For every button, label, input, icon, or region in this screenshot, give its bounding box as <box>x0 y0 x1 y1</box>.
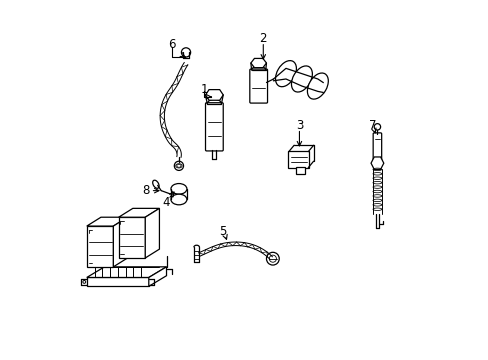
Polygon shape <box>148 267 166 286</box>
FancyBboxPatch shape <box>287 151 308 168</box>
Circle shape <box>269 255 276 262</box>
Polygon shape <box>113 217 127 267</box>
FancyBboxPatch shape <box>295 167 305 174</box>
FancyBboxPatch shape <box>249 69 267 103</box>
Text: 4: 4 <box>162 196 169 209</box>
Ellipse shape <box>307 73 327 99</box>
Text: 3: 3 <box>295 118 303 131</box>
Polygon shape <box>86 226 113 267</box>
Polygon shape <box>145 208 159 258</box>
Text: 7: 7 <box>368 118 376 131</box>
Text: 8: 8 <box>142 184 149 197</box>
Text: 2: 2 <box>259 32 266 45</box>
Ellipse shape <box>275 60 296 87</box>
Text: 6: 6 <box>168 38 176 51</box>
Polygon shape <box>86 278 148 286</box>
Text: 5: 5 <box>219 225 226 238</box>
Circle shape <box>82 280 85 283</box>
FancyBboxPatch shape <box>205 103 223 151</box>
Polygon shape <box>119 217 145 258</box>
Polygon shape <box>86 267 166 278</box>
Polygon shape <box>370 157 383 169</box>
Polygon shape <box>119 208 159 217</box>
Polygon shape <box>250 58 266 68</box>
Ellipse shape <box>171 184 186 194</box>
Polygon shape <box>205 90 223 100</box>
Ellipse shape <box>171 194 186 205</box>
Circle shape <box>266 252 279 265</box>
Circle shape <box>181 48 190 57</box>
Ellipse shape <box>152 180 159 188</box>
Text: 1: 1 <box>200 83 208 96</box>
FancyBboxPatch shape <box>372 133 381 162</box>
Circle shape <box>174 161 183 170</box>
Ellipse shape <box>291 66 312 92</box>
Polygon shape <box>86 217 127 226</box>
Circle shape <box>373 123 380 130</box>
